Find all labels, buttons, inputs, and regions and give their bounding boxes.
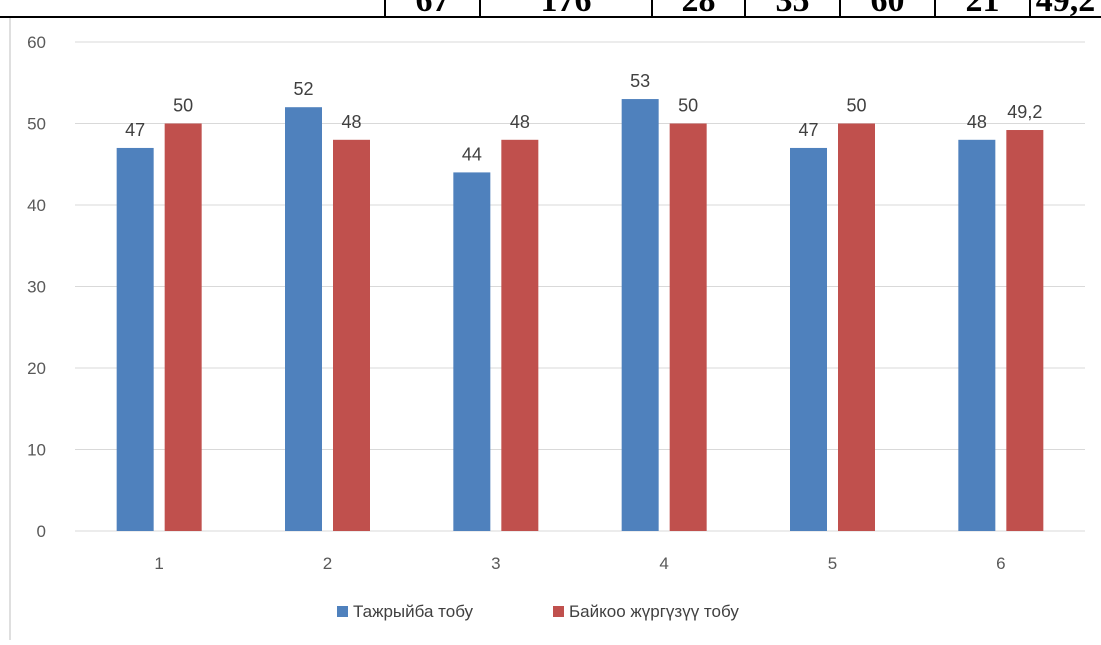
x-tick-label: 5 [828,554,837,573]
bar-control-1 [164,123,202,531]
data-labels: 47 50 52 48 44 48 53 50 47 50 48 49,2 [125,71,1042,164]
bar-control-4 [669,123,707,531]
x-tick-label: 6 [996,554,1005,573]
legend-label: Тажрыйба тобу [353,602,474,621]
y-tick-label: 50 [27,115,46,134]
y-tick-label: 60 [27,33,46,52]
y-tick-label: 30 [27,278,46,297]
table-cell: 28 [682,0,716,19]
x-tick-label: 1 [154,554,163,573]
legend-swatch [337,606,348,617]
x-axis-ticks: 1 2 3 4 5 6 [154,554,1005,573]
gridlines [75,41,1085,532]
y-tick-label: 40 [27,196,46,215]
table-cell: 67 [416,0,450,19]
legend-label: Байкоо жүргүзүү тобу [569,602,739,621]
data-label: 48 [341,112,361,132]
bar-control-5 [838,123,875,531]
bar-experimental-4 [621,99,659,532]
bar-control-6 [1006,130,1044,531]
table-cell: 60 [871,0,905,19]
data-label: 49,2 [1007,102,1042,122]
bar-experimental-5 [790,147,827,531]
y-tick-label: 10 [27,441,46,460]
data-label: 53 [630,71,650,91]
data-label: 50 [678,96,698,116]
bar-control-2 [333,139,370,532]
data-label: 48 [510,112,530,132]
y-tick-label: 0 [37,522,46,541]
data-label: 47 [798,120,818,140]
bar-experimental-3 [453,172,491,531]
legend: Тажрыйба тобу Байкоо жүргүзүү тобу [337,602,739,621]
data-label: 50 [173,96,193,116]
bars [116,99,1044,532]
y-tick-label: 20 [27,359,46,378]
table-cell: 49,2 [1036,0,1096,19]
bar-experimental-1 [116,147,154,531]
data-label: 44 [462,144,482,164]
table-cell: 21 [966,0,1000,19]
bar-experimental-6 [958,139,996,532]
data-label: 47 [125,120,145,140]
data-label: 52 [293,79,313,99]
data-label: 50 [846,96,866,116]
table-fragment: 67 176 28 35 60 21 49,2 [0,0,1101,19]
x-tick-label: 2 [323,554,332,573]
y-axis-ticks: 0 10 20 30 40 50 60 [27,33,46,541]
x-tick-label: 3 [491,554,500,573]
table-cell: 35 [776,0,810,19]
bar-experimental-2 [285,107,322,531]
legend-swatch [553,606,564,617]
table-cell: 176 [541,0,592,19]
data-label: 48 [967,112,987,132]
x-tick-label: 4 [659,554,668,573]
bar-control-3 [501,139,539,532]
